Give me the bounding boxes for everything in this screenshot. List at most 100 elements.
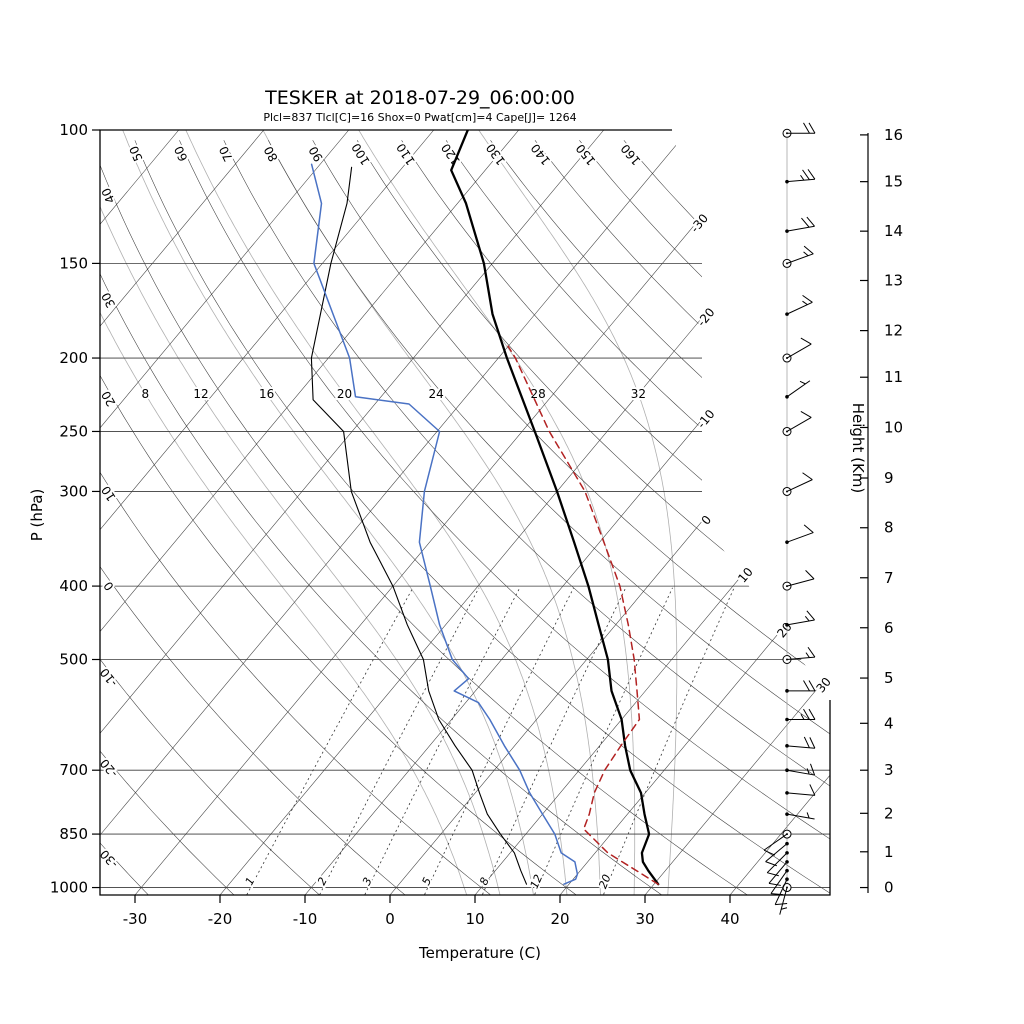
dry-adiabats bbox=[100, 140, 830, 895]
svg-text:80: 80 bbox=[261, 144, 281, 164]
svg-text:100: 100 bbox=[59, 121, 88, 139]
svg-text:6: 6 bbox=[884, 619, 894, 637]
wind-barb bbox=[768, 860, 789, 886]
temperature-curve bbox=[450, 130, 660, 886]
svg-text:300: 300 bbox=[59, 482, 88, 500]
wind-barb bbox=[785, 812, 815, 820]
wind-barb bbox=[782, 245, 814, 268]
svg-text:1000: 1000 bbox=[50, 879, 88, 897]
wind-barb bbox=[785, 763, 816, 776]
y-axis-title: P (hPa) bbox=[28, 489, 46, 542]
svg-text:28: 28 bbox=[531, 387, 546, 401]
svg-text:-10: -10 bbox=[293, 910, 318, 928]
svg-text:250: 250 bbox=[59, 422, 88, 440]
wind-barb bbox=[782, 337, 812, 363]
svg-text:20: 20 bbox=[337, 387, 352, 401]
svg-text:-20: -20 bbox=[97, 756, 120, 780]
svg-text:120: 120 bbox=[439, 141, 464, 168]
svg-text:24: 24 bbox=[429, 387, 444, 401]
wind-barb bbox=[785, 610, 815, 627]
svg-text:150: 150 bbox=[573, 141, 598, 168]
svg-text:9: 9 bbox=[884, 469, 894, 487]
svg-text:0: 0 bbox=[884, 879, 894, 897]
svg-text:10: 10 bbox=[465, 910, 484, 928]
svg-text:60: 60 bbox=[172, 144, 191, 164]
svg-text:15: 15 bbox=[884, 173, 903, 191]
svg-text:160: 160 bbox=[618, 141, 643, 168]
svg-text:-30: -30 bbox=[688, 211, 711, 235]
svg-text:850: 850 bbox=[59, 825, 88, 843]
svg-text:5: 5 bbox=[884, 669, 894, 687]
wind-barb bbox=[785, 784, 816, 796]
chart-params: Plcl=837 Tlcl[C]=16 Shox=0 Pwat[cm]=4 Ca… bbox=[263, 111, 576, 124]
wind-barb bbox=[785, 380, 811, 399]
wind-barb bbox=[766, 851, 789, 877]
svg-text:20: 20 bbox=[550, 910, 569, 928]
wind-barb bbox=[782, 411, 812, 436]
svg-text:20: 20 bbox=[774, 620, 795, 641]
svg-text:12: 12 bbox=[884, 322, 903, 340]
wind-barb bbox=[763, 829, 792, 856]
svg-text:20: 20 bbox=[99, 388, 119, 408]
svg-text:3: 3 bbox=[360, 875, 375, 887]
svg-text:30: 30 bbox=[813, 675, 834, 696]
svg-text:-30: -30 bbox=[123, 910, 148, 928]
svg-text:1: 1 bbox=[243, 875, 258, 887]
svg-text:-10: -10 bbox=[97, 665, 120, 689]
svg-text:-30: -30 bbox=[97, 847, 121, 871]
svg-text:7: 7 bbox=[884, 569, 894, 587]
wind-barb-column bbox=[763, 122, 816, 915]
svg-text:-20: -20 bbox=[694, 305, 717, 329]
wind-barb bbox=[770, 868, 789, 896]
svg-text:130: 130 bbox=[483, 141, 508, 168]
wind-barb bbox=[779, 883, 792, 915]
svg-text:13: 13 bbox=[884, 271, 903, 289]
svg-text:1: 1 bbox=[884, 843, 894, 861]
wind-barb bbox=[785, 680, 816, 693]
svg-text:0: 0 bbox=[385, 910, 395, 928]
svg-text:8: 8 bbox=[141, 387, 149, 401]
svg-text:400: 400 bbox=[59, 577, 88, 595]
svg-text:-10: -10 bbox=[694, 407, 717, 431]
wind-barb bbox=[785, 524, 814, 544]
wind-barb bbox=[782, 646, 816, 665]
svg-text:2: 2 bbox=[315, 875, 330, 887]
svg-text:3: 3 bbox=[884, 761, 894, 779]
mixing-ratio-lines bbox=[241, 587, 735, 895]
svg-text:200: 200 bbox=[59, 349, 88, 367]
svg-text:70: 70 bbox=[216, 144, 235, 164]
svg-text:500: 500 bbox=[59, 651, 88, 669]
svg-text:8: 8 bbox=[884, 519, 894, 537]
svg-text:40: 40 bbox=[99, 186, 118, 206]
svg-text:5: 5 bbox=[419, 875, 434, 887]
svg-text:-20: -20 bbox=[208, 910, 233, 928]
wind-barb bbox=[785, 169, 816, 184]
wind-barb bbox=[785, 216, 815, 233]
wind-barb bbox=[785, 294, 813, 316]
dewpoint-curve bbox=[310, 166, 528, 885]
wind-barb bbox=[785, 708, 816, 722]
svg-text:30: 30 bbox=[99, 290, 118, 310]
svg-text:12: 12 bbox=[193, 387, 208, 401]
parcel-curve bbox=[507, 345, 659, 885]
svg-text:4: 4 bbox=[884, 714, 894, 732]
svg-text:110: 110 bbox=[394, 141, 418, 168]
svg-text:140: 140 bbox=[528, 141, 553, 168]
svg-text:100: 100 bbox=[349, 141, 373, 168]
wind-barb bbox=[782, 472, 813, 496]
wind-barb bbox=[782, 122, 816, 138]
svg-text:30: 30 bbox=[635, 910, 654, 928]
svg-text:150: 150 bbox=[59, 254, 88, 272]
svg-text:11: 11 bbox=[884, 368, 903, 386]
svg-text:16: 16 bbox=[884, 126, 903, 144]
chart-title: TESKER at 2018-07-29_06:00:00 bbox=[264, 87, 575, 109]
svg-text:16: 16 bbox=[259, 387, 274, 401]
svg-text:10: 10 bbox=[884, 418, 903, 436]
svg-text:2: 2 bbox=[884, 804, 894, 822]
isobars bbox=[100, 130, 830, 888]
